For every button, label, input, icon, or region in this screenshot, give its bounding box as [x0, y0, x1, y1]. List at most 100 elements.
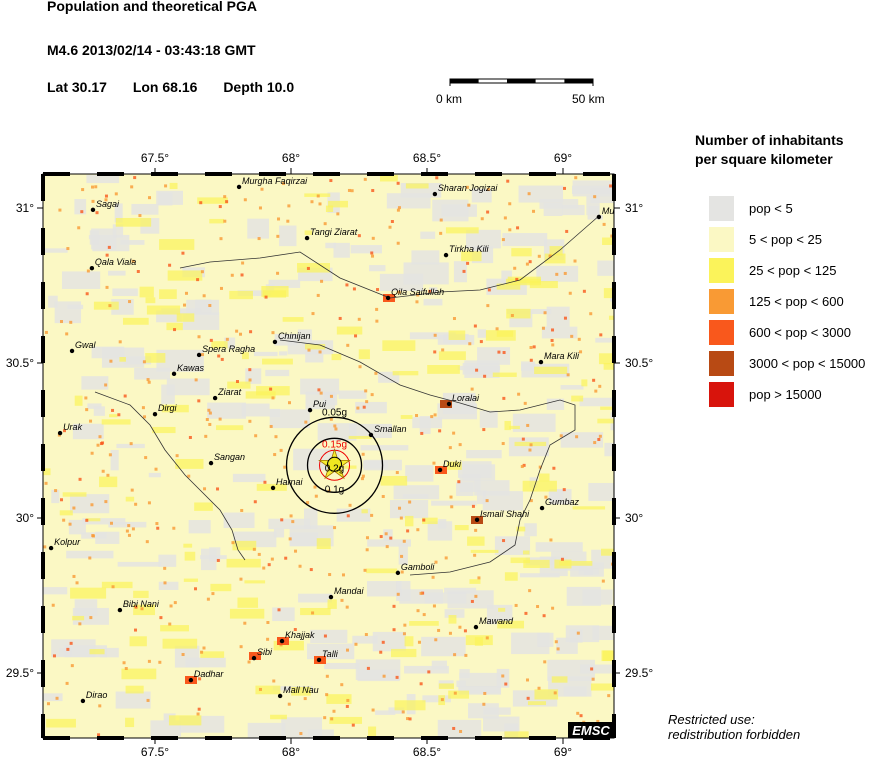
- raster-cell: [396, 592, 400, 596]
- raster-cell: [273, 528, 285, 538]
- city-label: Mall Nau: [283, 685, 319, 695]
- raster-cell: [511, 248, 532, 257]
- raster-cell: [396, 581, 411, 602]
- raster-cell: [287, 204, 291, 208]
- raster-cell: [229, 608, 265, 619]
- raster-cell: [354, 642, 358, 646]
- raster-cell: [448, 615, 457, 624]
- scale-bar: [449, 78, 594, 86]
- raster-cell: [385, 545, 389, 549]
- raster-cell: [516, 226, 520, 230]
- raster-cell: [80, 210, 84, 214]
- raster-cell: [159, 289, 177, 299]
- raster-cell: [380, 475, 408, 486]
- raster-cell: [600, 406, 614, 410]
- raster-cell: [216, 558, 220, 562]
- raster-cell: [449, 495, 453, 499]
- raster-cell: [381, 640, 385, 644]
- raster-cell: [408, 500, 412, 504]
- raster-cell: [512, 413, 556, 432]
- raster-cell: [267, 563, 271, 567]
- raster-cell: [62, 492, 87, 497]
- legend-item: 3000 < pop < 15000: [709, 350, 865, 376]
- raster-cell: [506, 179, 510, 183]
- raster-cell: [438, 429, 442, 433]
- raster-cell: [141, 406, 145, 410]
- raster-cell: [202, 646, 206, 650]
- raster-cell: [158, 554, 177, 567]
- raster-cell: [350, 189, 354, 193]
- raster-cell: [197, 197, 228, 204]
- raster-cell: [592, 378, 596, 382]
- city-label: Duki: [443, 459, 462, 469]
- city-marker: Harnai: [270, 477, 304, 491]
- raster-cell: [483, 691, 487, 695]
- raster-cell: [109, 359, 113, 363]
- raster-cell: [440, 698, 444, 702]
- raster-cell: [549, 538, 553, 542]
- raster-cell: [546, 398, 565, 410]
- raster-cell: [161, 404, 189, 413]
- raster-cell: [173, 601, 177, 605]
- legend-swatch: [709, 226, 734, 252]
- city-label: Gwal: [75, 340, 97, 350]
- raster-cell: [186, 299, 220, 316]
- city-label: Mawand: [479, 616, 514, 626]
- raster-cell: [309, 568, 313, 572]
- raster-cell: [51, 489, 60, 504]
- raster-cell: [304, 344, 326, 350]
- raster-cell: [348, 435, 372, 439]
- raster-cell: [175, 454, 179, 458]
- raster-cell: [74, 395, 83, 406]
- raster-cell: [546, 306, 570, 327]
- raster-cell: [78, 622, 82, 626]
- raster-cell: [467, 203, 471, 207]
- raster-cell: [420, 431, 424, 435]
- city-dot: [446, 401, 452, 407]
- raster-cell: [610, 234, 614, 238]
- raster-cell: [532, 345, 536, 349]
- raster-cell: [396, 241, 400, 245]
- raster-cell: [400, 570, 404, 574]
- raster-cell: [204, 434, 208, 438]
- raster-cell: [361, 452, 365, 456]
- raster-cell: [477, 329, 487, 338]
- raster-cell: [467, 536, 485, 546]
- raster-cell: [248, 368, 252, 372]
- raster-cell: [527, 192, 531, 196]
- raster-cell: [168, 715, 202, 726]
- raster-cell: [148, 472, 161, 478]
- scale-end-label: 50 km: [572, 92, 605, 106]
- city-marker: Tirkha Kili: [443, 244, 489, 258]
- raster-cell: [317, 388, 321, 392]
- raster-cell: [140, 607, 144, 611]
- raster-cell: [609, 184, 613, 188]
- raster-cell: [504, 731, 529, 738]
- raster-cell: [549, 246, 563, 256]
- city-marker: Gumbaz: [539, 497, 580, 511]
- raster-cell: [197, 707, 201, 711]
- raster-cell: [466, 261, 470, 265]
- raster-cell: [162, 638, 198, 649]
- raster-cell: [510, 557, 530, 564]
- raster-cell: [270, 557, 274, 561]
- raster-cell: [432, 199, 469, 222]
- raster-cell: [134, 628, 138, 632]
- raster-cell: [354, 334, 358, 338]
- raster-cell: [566, 586, 601, 606]
- raster-cell: [521, 437, 525, 441]
- raster-cell: [227, 381, 251, 389]
- raster-cell: [101, 419, 131, 425]
- raster-cell: [232, 473, 266, 483]
- raster-cell: [306, 266, 310, 270]
- raster-cell: [461, 251, 482, 262]
- raster-cell: [375, 307, 379, 311]
- raster-cell: [316, 293, 320, 297]
- raster-cell: [528, 260, 532, 264]
- raster-cell: [575, 435, 579, 439]
- raster-cell: [208, 411, 212, 415]
- raster-cell: [91, 346, 125, 359]
- raster-cell: [474, 594, 478, 598]
- city-label: Sibi: [257, 647, 273, 657]
